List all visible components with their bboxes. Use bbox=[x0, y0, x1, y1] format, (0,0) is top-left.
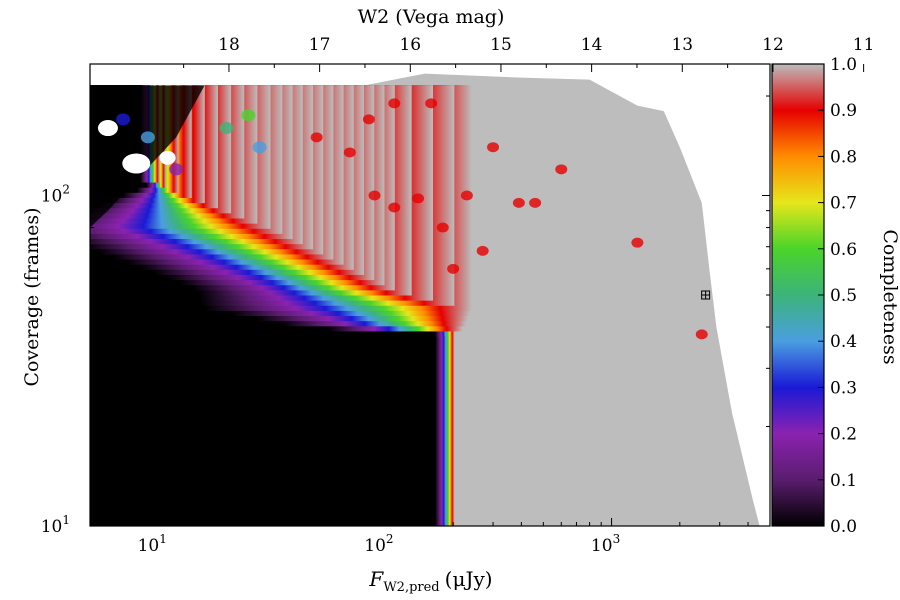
colorbar-gradient bbox=[772, 64, 824, 526]
top-tick-label: 15 bbox=[490, 35, 512, 55]
colorbar-tick-label: 0.6 bbox=[830, 240, 857, 260]
colorbar-tick-label: 0.7 bbox=[830, 194, 857, 214]
colorbar-tick-label: 0.2 bbox=[830, 425, 857, 445]
red-blob bbox=[447, 263, 460, 274]
red-blob bbox=[476, 245, 489, 256]
y-tick-label: 102 bbox=[41, 183, 70, 207]
colored-blob bbox=[169, 163, 184, 176]
top-tick-label: 14 bbox=[581, 35, 603, 55]
colorbar-tick-label: 0.8 bbox=[830, 147, 857, 167]
colorbar-title: Completeness bbox=[879, 229, 900, 364]
red-blob bbox=[362, 114, 375, 125]
colored-blob bbox=[241, 109, 256, 122]
red-blob bbox=[368, 190, 381, 201]
red-blob bbox=[512, 197, 525, 208]
colorbar-tick-label: 0.0 bbox=[830, 517, 857, 537]
x-tick-label: 103 bbox=[591, 532, 620, 556]
red-blob bbox=[487, 142, 500, 153]
colorbar-tick-label: 0.3 bbox=[830, 378, 857, 398]
x-tick-label: 102 bbox=[364, 532, 393, 556]
red-blob bbox=[460, 190, 473, 201]
red-blob bbox=[695, 329, 708, 340]
axes: 101 102 103 18 17 16 15 14 13 12 11 101 102 bbox=[41, 35, 875, 556]
top-axis-title: W2 (Vega mag) bbox=[358, 6, 505, 28]
red-blob bbox=[529, 197, 542, 208]
x-tick-label: 101 bbox=[138, 532, 167, 556]
top-tick-label: 18 bbox=[218, 35, 240, 55]
y-axis-title: Coverage (frames) bbox=[21, 207, 43, 386]
x-axis-title: FW2,pred (μJy) bbox=[368, 567, 492, 595]
colorbar-tick-label: 0.5 bbox=[830, 286, 857, 306]
red-blob bbox=[436, 222, 449, 233]
low-completeness-wedge bbox=[90, 268, 185, 526]
red-blob bbox=[388, 98, 401, 109]
red-blob bbox=[555, 164, 568, 175]
colorbar-tick-label: 0.9 bbox=[830, 101, 857, 121]
top-tick-label: 13 bbox=[671, 35, 693, 55]
red-blob bbox=[388, 202, 401, 213]
colorbar-tick-label: 1.0 bbox=[830, 55, 857, 75]
heatmap-plot-area bbox=[90, 73, 760, 526]
top-tick-label: 12 bbox=[762, 35, 784, 55]
x-axis-title-subscript: W2,pred bbox=[383, 580, 439, 595]
colored-blob bbox=[116, 113, 131, 126]
x-axis-title-unit: (μJy) bbox=[445, 567, 493, 591]
top-tick-label: 16 bbox=[399, 35, 421, 55]
colorbar-tick-label: 0.4 bbox=[830, 332, 857, 352]
x-axis-title-main: F bbox=[368, 567, 384, 591]
no-data-hole bbox=[97, 120, 118, 137]
colored-blob bbox=[219, 122, 234, 135]
top-tick-label: 11 bbox=[853, 35, 875, 55]
colored-blob bbox=[140, 131, 155, 144]
red-blob bbox=[343, 147, 356, 158]
no-data-hole bbox=[122, 153, 151, 174]
colorbar: 0.0 0.1 0.2 0.3 0.4 0.5 0.6 0.7 0.8 0.9 1.0 bbox=[771, 55, 857, 537]
colorbar-tick-label: 0.1 bbox=[830, 471, 857, 491]
colored-blob bbox=[252, 141, 267, 154]
red-blob bbox=[412, 193, 425, 204]
y-tick-label: 101 bbox=[41, 513, 70, 537]
red-blob bbox=[425, 98, 438, 109]
top-tick-label: 17 bbox=[309, 35, 331, 55]
red-blob bbox=[310, 132, 323, 143]
red-blob bbox=[631, 237, 644, 248]
no-data-hole bbox=[159, 150, 176, 165]
